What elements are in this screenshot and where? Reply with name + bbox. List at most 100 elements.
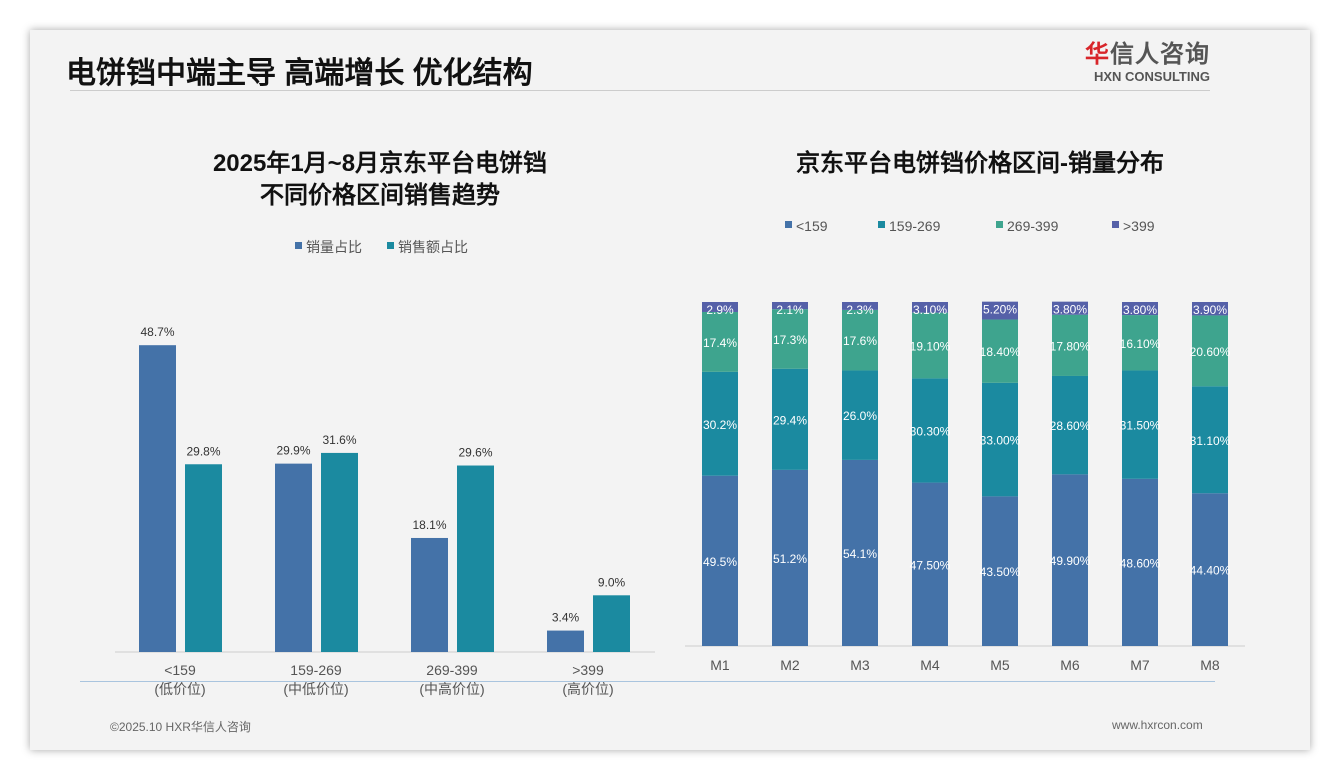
- legend-label-r2: 269-399: [1007, 218, 1059, 234]
- legend-swatch-r0: [785, 221, 792, 228]
- data-label: 29.9%: [276, 444, 310, 458]
- x-tick-sublabel: (中高价位): [419, 681, 484, 697]
- segment-label: 30.30%: [910, 424, 951, 438]
- legend-label-1: 销售额占比: [398, 239, 468, 255]
- legend-swatch-1: [387, 242, 394, 249]
- stack-segment-3-2: [842, 302, 878, 310]
- legend-swatch-r1: [878, 221, 885, 228]
- segment-label: 20.60%: [1190, 345, 1231, 359]
- segment-label: 16.10%: [1120, 337, 1161, 351]
- x-tick-label: M5: [990, 657, 1010, 673]
- segment-label: 2.3%: [846, 303, 874, 317]
- segment-label: 3.90%: [1193, 303, 1227, 317]
- stack-segment-0-0: [702, 475, 738, 646]
- logo: 华信人咨询 HXN CONSULTING: [1080, 34, 1210, 84]
- stack-segment-3-6: [1122, 302, 1158, 316]
- segment-label: 48.60%: [1120, 556, 1161, 570]
- footer-url: www.hxrcon.com: [1112, 718, 1203, 732]
- x-tick-sublabel: (低价位): [154, 681, 205, 697]
- x-tick-label: M4: [920, 657, 940, 673]
- x-tick-sublabel: (中低价位): [283, 681, 348, 697]
- stack-segment-0-4: [982, 496, 1018, 646]
- x-tick-label: 159-269: [290, 662, 342, 678]
- stack-segment-2-5: [1052, 314, 1088, 376]
- stack-segment-2-6: [1122, 315, 1158, 371]
- legend-label-0: 销量占比: [306, 239, 362, 255]
- legend-swatch-r2: [996, 221, 1003, 228]
- segment-label: 28.60%: [1050, 419, 1091, 433]
- data-label: 48.7%: [140, 325, 174, 339]
- legend-label-r1: 159-269: [889, 218, 941, 234]
- stack-segment-0-1: [772, 469, 808, 646]
- stack-segment-2-1: [772, 309, 808, 369]
- segment-label: 29.4%: [773, 413, 807, 427]
- stack-segment-1-5: [1052, 375, 1088, 475]
- bar-1-2: [457, 465, 494, 652]
- stack-segment-2-7: [1192, 315, 1228, 387]
- stack-segment-1-6: [1122, 370, 1158, 479]
- bar-1-1: [321, 452, 358, 652]
- x-tick-label: M6: [1060, 657, 1080, 673]
- stack-segment-2-4: [982, 319, 1018, 383]
- segment-label: 17.80%: [1050, 339, 1091, 353]
- segment-label: 3.80%: [1053, 303, 1087, 317]
- legend-swatch-r3: [1112, 221, 1119, 228]
- title-divider: [70, 90, 1210, 91]
- x-tick-label: M3: [850, 657, 870, 673]
- segment-label: 5.20%: [983, 303, 1017, 317]
- footer-divider: [80, 681, 1215, 682]
- stack-segment-0-5: [1052, 474, 1088, 646]
- x-tick-label: >399: [572, 662, 604, 678]
- legend-swatch-0: [295, 242, 302, 249]
- x-tick-label: M7: [1130, 657, 1150, 673]
- segment-label: 44.40%: [1190, 564, 1231, 578]
- stack-segment-2-0: [702, 311, 738, 372]
- segment-label: 31.50%: [1120, 419, 1161, 433]
- segment-label: 19.10%: [910, 340, 951, 354]
- x-tick-label: <159: [164, 662, 196, 678]
- segment-label: 43.50%: [980, 565, 1021, 579]
- segment-label: 17.3%: [773, 333, 807, 347]
- left-chart-title-line1: 2025年1月~8月京东平台电饼铛: [212, 150, 548, 177]
- bar-0-1: [275, 463, 312, 652]
- segment-label: 17.6%: [843, 334, 877, 348]
- segment-label: 47.50%: [910, 558, 951, 572]
- stack-segment-3-0: [702, 302, 738, 312]
- stack-segment-0-6: [1122, 478, 1158, 646]
- stack-segment-1-0: [702, 371, 738, 476]
- stack-segment-1-1: [772, 368, 808, 470]
- stack-segment-2-2: [842, 309, 878, 371]
- segment-label: 17.4%: [703, 336, 737, 350]
- segment-label: 49.90%: [1050, 554, 1091, 568]
- stack-segment-0-2: [842, 459, 878, 646]
- logo-text: 信人咨询: [1110, 41, 1210, 68]
- left-chart-title-line2: 不同价格区间销售趋势: [260, 182, 500, 209]
- stack-segment-0-7: [1192, 493, 1228, 646]
- stack-segment-3-7: [1192, 302, 1228, 316]
- segment-label: 2.1%: [776, 303, 804, 317]
- stack-segment-3-5: [1052, 301, 1088, 315]
- segment-label: 54.1%: [843, 547, 877, 561]
- x-tick-label: M2: [780, 657, 800, 673]
- footer-copyright: ©2025.10 HXR华信人咨询: [110, 720, 251, 734]
- bar-1-0: [185, 464, 222, 652]
- segment-label: 33.00%: [980, 434, 1021, 448]
- x-tick-label: 269-399: [426, 662, 478, 678]
- bar-0-0: [139, 345, 176, 652]
- data-label: 18.1%: [412, 518, 446, 532]
- stack-segment-3-3: [912, 302, 948, 313]
- left-chart-title: 2025年1月~8月京东平台电饼铛 不同价格区间销售趋势: [150, 148, 610, 212]
- bar-0-2: [411, 537, 448, 652]
- segment-label: 3.10%: [913, 303, 947, 317]
- page-title: 电饼铛中端主导 高端增长 优化结构: [66, 57, 533, 90]
- data-label: 29.8%: [186, 444, 220, 458]
- data-label: 31.6%: [322, 433, 356, 447]
- segment-label: 26.0%: [843, 409, 877, 423]
- x-tick-label: M1: [710, 657, 730, 673]
- segment-label: 18.40%: [980, 345, 1021, 359]
- data-label: 3.4%: [552, 611, 580, 625]
- segment-label: 49.5%: [703, 555, 737, 569]
- x-tick-sublabel: (高价位): [562, 681, 613, 697]
- bar-1-3: [593, 595, 630, 652]
